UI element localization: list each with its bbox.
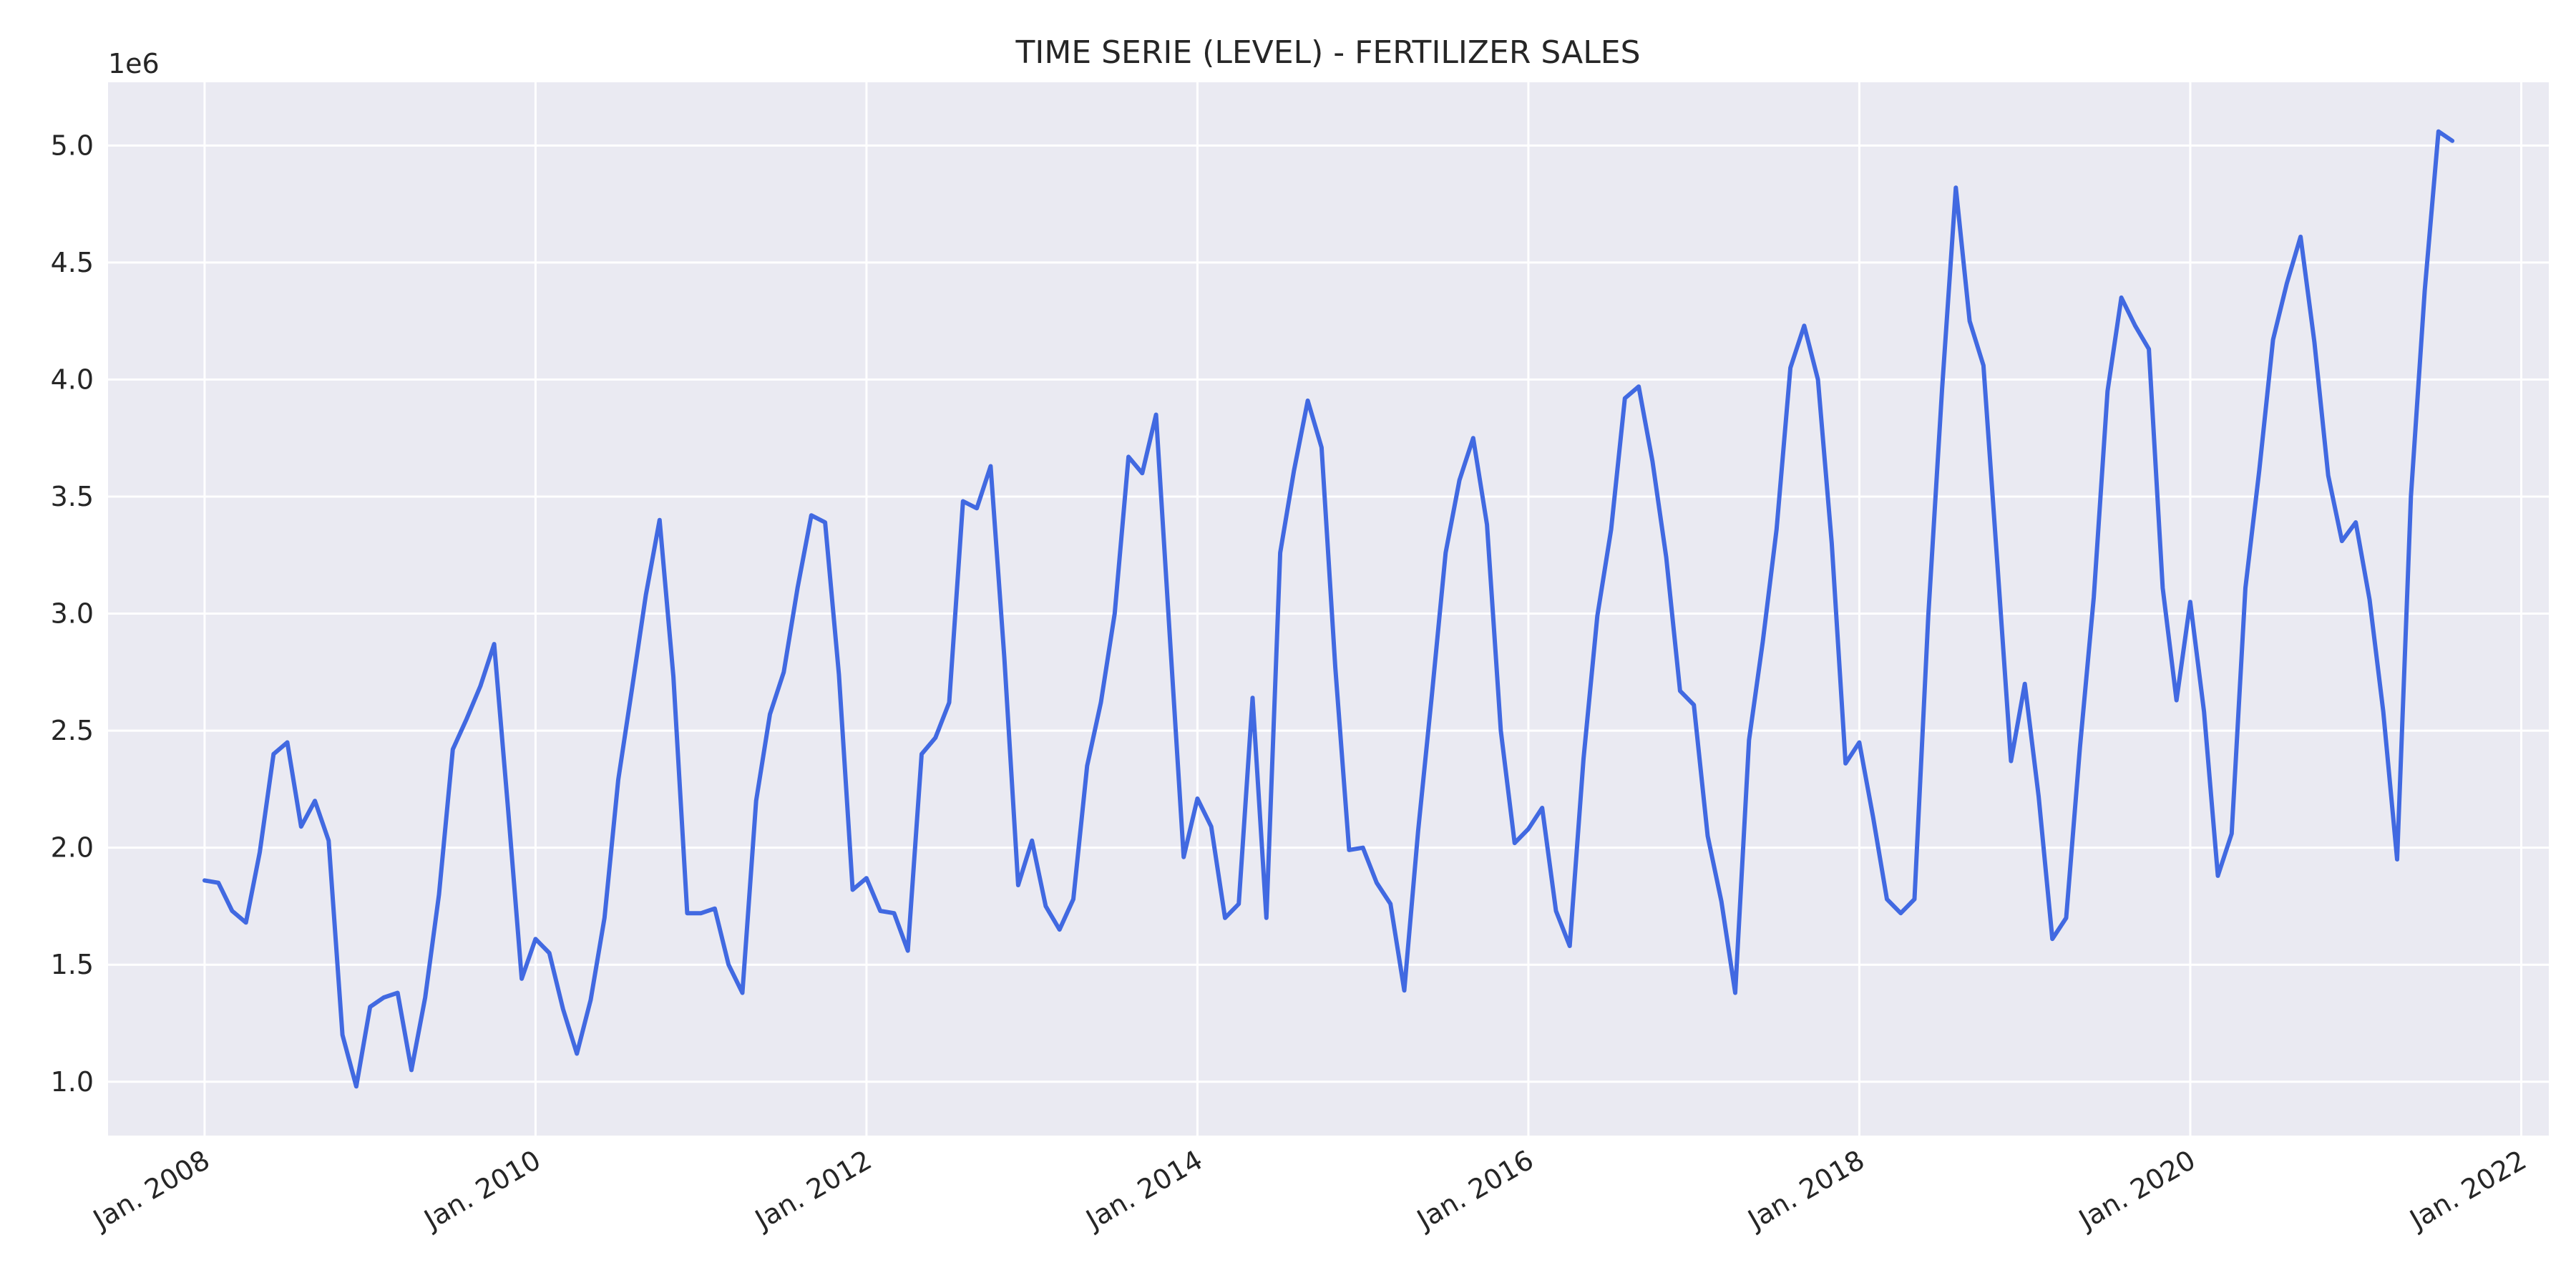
y-tick-label: 4.5 [51,247,94,278]
x-tick-label: Jan. 2014 [1080,1144,1208,1236]
chart-title: TIME SERIE (LEVEL) - FERTILIZER SALES [1015,34,1641,71]
y-tick-label: 2.0 [51,832,94,864]
x-tick-label: Jan. 2020 [2072,1144,2200,1236]
y-tick-label: 1.5 [51,949,94,980]
y-tick-label: 3.5 [51,481,94,512]
x-tick-label: Jan. 2012 [748,1144,877,1236]
y-axis-offset-label: 1e6 [108,48,160,79]
y-tick-label: 2.5 [51,715,94,746]
y-tick-label: 3.0 [51,598,94,630]
plot-area [108,82,2549,1136]
fertilizer-sales-line [202,129,2455,1089]
x-tick-label: Jan. 2008 [87,1144,215,1236]
y-tick-label: 1.0 [51,1066,94,1098]
grid-lines [108,82,2549,1136]
y-tick-label: 4.0 [51,364,94,395]
y-axis-tick-labels: 1.0 1.5 2.0 2.5 3.0 3.5 4.0 4.5 5.0 [51,130,94,1097]
y-tick-label: 5.0 [51,130,94,161]
x-axis-tick-labels: Jan. 2008 Jan. 2010 Jan. 2012 Jan. 2014 Jan.… [87,1144,2532,1236]
x-tick-label: Jan. 2022 [2404,1144,2532,1236]
x-tick-label: Jan. 2010 [418,1144,546,1236]
x-tick-label: Jan. 2018 [1742,1144,1870,1236]
x-tick-label: Jan. 2016 [1410,1144,1538,1236]
